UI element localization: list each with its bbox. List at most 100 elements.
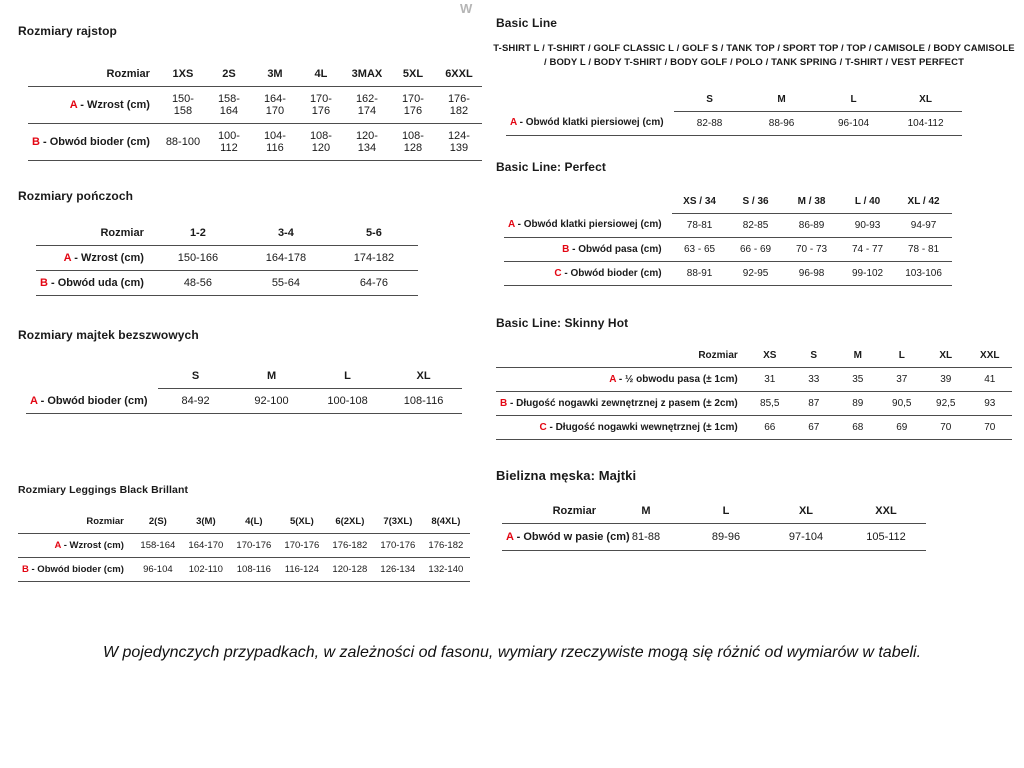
measurement-letter: C (539, 421, 550, 433)
size-column-header: 2(S) (133, 510, 182, 534)
size-value-cell: 88-96 (745, 111, 818, 136)
size-value-cell: 164-178 (241, 245, 330, 271)
size-value-cell: 70 - 73 (783, 237, 840, 262)
header-row: Rozmiar 1-2 3-4 5-6 (36, 221, 418, 246)
table-corner-label: Rozmiar (502, 498, 606, 524)
section-leggings: Rozmiary Leggings Black Brillant Rozmiar… (14, 484, 480, 582)
size-value-cell: 66 (747, 415, 792, 440)
measurement-label: C - Długość nogawki wewnętrznej (± 1cm) (496, 415, 748, 440)
size-value-cell: 96-104 (817, 111, 890, 136)
measurement-label: B - Obwód bioder (cm) (28, 123, 160, 161)
measurement-row: A - Wzrost (cm) 158-164 164-170 170-176 170-… (18, 533, 470, 558)
measurement-letter: B (40, 277, 51, 289)
measurement-row: B - Obwód bioder (cm) 88-100 100-112 104-11… (28, 123, 482, 161)
size-column-header: XS / 34 (671, 189, 728, 214)
size-column-header: 6XXL (435, 62, 482, 87)
size-value-cell: 69 (879, 415, 924, 440)
size-value-cell: 90,5 (879, 391, 924, 416)
size-value-cell: 55-64 (241, 270, 330, 296)
size-value-cell: 33 (791, 367, 836, 392)
table-corner-label (26, 364, 158, 389)
size-value-cell: 63 - 65 (671, 237, 728, 262)
size-value-cell: 48-56 (153, 270, 242, 296)
header-row: Rozmiar 1XS 2S 3M 4L 3MAX 5XL 6XXL (28, 62, 482, 87)
size-column-header: S (791, 343, 836, 368)
table-corner-label: Rozmiar (28, 62, 160, 87)
measurement-letter: B (562, 243, 573, 255)
measurement-letter: A (609, 373, 619, 385)
table-corner-label: Rozmiar (36, 221, 154, 246)
measurement-label: A - ½ obwodu pasa (± 1cm) (496, 367, 748, 392)
measurement-row: A - Wzrost (cm) 150-158 158-164 164-170 170-… (28, 86, 482, 124)
size-value-cell: 97-104 (766, 523, 846, 551)
measurement-label: A - Obwód klatki piersiowej (cm) (504, 213, 672, 238)
size-column-header: 5(XL) (277, 510, 326, 534)
size-column-header: L (686, 498, 766, 524)
size-value-cell: 87 (791, 391, 836, 416)
size-column-header: 3M (251, 62, 298, 87)
measurement-label: B - Obwód pasa (cm) (504, 237, 672, 262)
size-column-header: 3-4 (241, 221, 330, 246)
size-table: Rozmiar XS S M L XL XXL A - ½ obwodu pasa (± 1c… (496, 343, 1012, 440)
measurement-row: A - Wzrost (cm) 150-166 164-178 174-182 (36, 245, 418, 271)
size-value-cell: 120-128 (325, 557, 374, 582)
size-column-header: XL (766, 498, 846, 524)
size-value-cell: 89 (835, 391, 880, 416)
section-title-basic-line: Basic Line (496, 16, 558, 30)
size-value-cell: 103-106 (895, 261, 952, 286)
size-column-header: M (233, 364, 310, 389)
section-title-ponczochy: Rozmiary pończoch (18, 189, 134, 203)
size-table: Rozmiar M L XL XXL A - Obwód w pasie (cm) 81-8… (502, 498, 926, 551)
leggings-size-table: Rozmiar 2(S) 3(M) 4(L) 5(XL) 6(2XL) 7(3XL) 8(4X… (18, 510, 480, 582)
size-value-cell: 170-176 (297, 86, 344, 124)
section-basic-line-skinny-hot: Basic Line: Skinny Hot Rozmiar XS S M L XL XXL… (492, 316, 1016, 440)
size-column-header: L / 40 (839, 189, 896, 214)
measurement-label: A - Obwód bioder (cm) (26, 388, 158, 414)
measurement-row: B - Długość nogawki zewnętrznej z pasem … (496, 391, 1012, 416)
size-column-header: XL (889, 87, 962, 112)
watermark-letter: W (460, 1, 473, 16)
measurement-letter: A (63, 252, 75, 264)
size-value-cell: 96-98 (783, 261, 840, 286)
measurement-letter: A (508, 219, 518, 231)
size-value-cell: 68 (835, 415, 880, 440)
measurement-label: B - Długość nogawki zewnętrznej z pasem … (496, 391, 748, 416)
size-column-header: 7(3XL) (373, 510, 422, 534)
size-column-header: 3MAX (343, 62, 390, 87)
measurement-label: A - Wzrost (cm) (36, 245, 154, 271)
measurement-letter: A (30, 394, 41, 407)
measurement-row: A - Obwód bioder (cm) 84-92 92-100 100-108 1… (26, 388, 462, 414)
size-value-cell: 105-112 (846, 523, 926, 551)
size-value-cell: 70 (923, 415, 968, 440)
size-value-cell: 85,5 (747, 391, 792, 416)
size-value-cell: 116-124 (277, 557, 326, 582)
size-value-cell: 104-116 (251, 123, 298, 161)
header-row: XS / 34 S / 36 M / 38 L / 40 XL / 42 (504, 189, 952, 214)
size-value-cell: 82-88 (673, 111, 746, 136)
size-value-cell: 158-164 (133, 533, 182, 558)
section-title-perfect: Basic Line: Perfect (496, 159, 606, 174)
size-value-cell: 174-182 (329, 245, 418, 271)
majtki-meskie-size-table: Rozmiar M L XL XXL A - Obwód w pasie (cm) 81-8… (502, 498, 1016, 551)
size-value-cell: 108-120 (297, 123, 344, 161)
measurement-letter: A (506, 530, 517, 543)
size-value-cell: 41 (967, 367, 1012, 392)
basic-line-product-list: T-SHIRT L / T-SHIRT / GOLF CLASSIC L / G… (493, 43, 1015, 68)
size-value-cell: 37 (879, 367, 924, 392)
table-corner-label: Rozmiar (18, 510, 134, 534)
size-value-cell: 162-174 (343, 86, 390, 124)
size-table: S M L XL A - Obwód bioder (cm) 84-92 92-100 100… (26, 364, 462, 414)
section-title-skinny-hot: Basic Line: Skinny Hot (496, 315, 629, 330)
measurement-label: C - Obwód bioder (cm) (504, 261, 672, 286)
size-value-cell: 100-108 (309, 388, 386, 414)
header-row: Rozmiar 2(S) 3(M) 4(L) 5(XL) 6(2XL) 7(3XL) 8(4X… (18, 510, 470, 534)
size-value-cell: 176-182 (421, 533, 470, 558)
header-row: Rozmiar M L XL XXL (502, 498, 926, 524)
size-value-cell: 108-128 (389, 123, 436, 161)
measurement-label: B - Obwód bioder (cm) (18, 557, 134, 582)
header-row: Rozmiar XS S M L XL XXL (496, 343, 1012, 368)
size-column-header: 1XS (159, 62, 206, 87)
measurement-letter: B (22, 564, 32, 575)
measurement-row: B - Obwód bioder (cm) 96-104 102-110 108-11… (18, 557, 470, 582)
size-value-cell: 99-102 (839, 261, 896, 286)
